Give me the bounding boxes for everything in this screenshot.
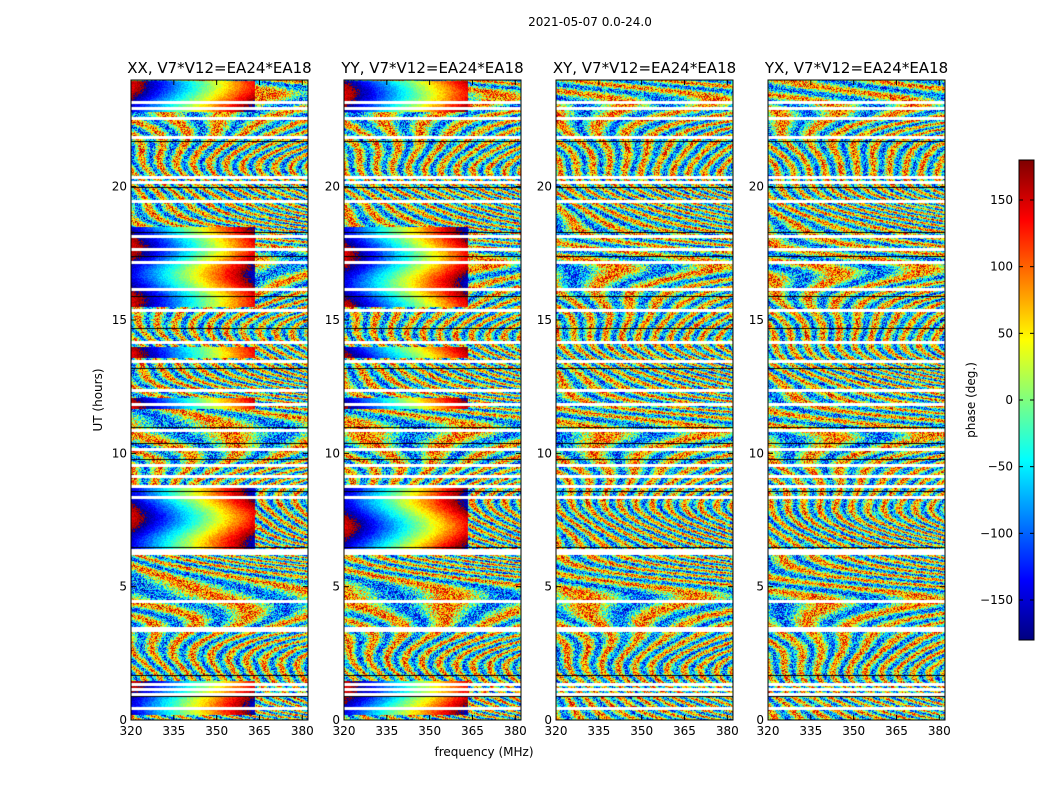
panel-frame — [767, 79, 946, 721]
y-tick-label: 5 — [756, 580, 764, 594]
x-tick-label: 350 — [418, 724, 441, 738]
colorbar-tick-label: −50 — [988, 460, 1013, 474]
x-axis-label: frequency (MHz) — [434, 745, 533, 759]
y-tick-label: 20 — [325, 180, 340, 194]
panel-title: YX, V7*V12=EA24*EA18 — [764, 59, 948, 77]
colorbar: −150 −100 −50 0 50 100 150 — [980, 159, 1035, 641]
x-tick-label: 335 — [162, 724, 185, 738]
x-tick-label: 335 — [375, 724, 398, 738]
x-tick-label: 335 — [587, 724, 610, 738]
x-tick-label: 335 — [799, 724, 822, 738]
suptitle: 2021-05-07 0.0-24.0 — [528, 15, 652, 29]
x-tick-label: 365 — [248, 724, 271, 738]
y-tick-label: 10 — [749, 446, 764, 460]
panel-frame — [555, 79, 734, 721]
colorbar-tick-label: 150 — [990, 193, 1013, 207]
x-tick-label: 350 — [205, 724, 228, 738]
x-tick-label: 380 — [928, 724, 951, 738]
phase-heatmap-xx — [131, 80, 308, 720]
x-tick-label: 350 — [630, 724, 653, 738]
panel-title: XY, V7*V12=EA24*EA18 — [553, 59, 736, 77]
phase-heatmap-yx — [768, 80, 945, 720]
y-axis-label: UT (hours) — [91, 368, 105, 431]
colorbar-tick-label: 100 — [990, 260, 1013, 274]
y-tick-label: 10 — [325, 446, 340, 460]
y-tick-label: 5 — [544, 580, 552, 594]
panel-frame — [343, 79, 522, 721]
colorbar-tick-label: −150 — [980, 593, 1013, 607]
colorbar-tick-label: 0 — [1005, 393, 1013, 407]
x-tick-label: 380 — [291, 724, 314, 738]
y-tick-label: 15 — [325, 313, 340, 327]
panel-frame — [130, 79, 309, 721]
y-tick-label: 15 — [112, 313, 127, 327]
x-tick-label: 320 — [757, 724, 780, 738]
y-tick-label: 0 — [756, 713, 764, 727]
colorbar-label: phase (deg.) — [964, 362, 978, 438]
x-tick-label: 380 — [504, 724, 527, 738]
y-tick-label: 0 — [119, 713, 127, 727]
x-tick-label: 350 — [842, 724, 865, 738]
x-tick-label: 365 — [885, 724, 908, 738]
y-tick-label: 20 — [112, 180, 127, 194]
y-tick-label: 0 — [332, 713, 340, 727]
colorbar-tick-label: −100 — [980, 526, 1013, 540]
y-tick-label: 20 — [749, 180, 764, 194]
panel-xx: XX, V7*V12=EA24*EA18 320 335 350 365 380 0 5 10 1… — [112, 59, 314, 738]
panels-layer: XX, V7*V12=EA24*EA18 320 335 350 365 380 0 5 10 1… — [112, 59, 951, 738]
panel-xy: XY, V7*V12=EA24*EA18 320 335 350 365 380 0 5 10 1… — [537, 59, 739, 738]
y-tick-label: 10 — [537, 446, 552, 460]
x-tick-label: 365 — [673, 724, 696, 738]
panel-yy: YY, V7*V12=EA24*EA18 320 335 350 365 380 0 5 10 1… — [325, 59, 527, 738]
y-tick-label: 10 — [112, 446, 127, 460]
phase-heatmap-xy — [556, 80, 733, 720]
x-tick-label: 320 — [333, 724, 356, 738]
panel-yx: YX, V7*V12=EA24*EA18 320 335 350 365 380 0 5 10 1… — [749, 59, 951, 738]
y-tick-label: 15 — [749, 313, 764, 327]
x-tick-label: 320 — [120, 724, 143, 738]
y-tick-label: 20 — [537, 180, 552, 194]
panel-title: YY, V7*V12=EA24*EA18 — [340, 59, 523, 77]
colorbar-tick-label: 50 — [998, 326, 1013, 340]
panel-title: XX, V7*V12=EA24*EA18 — [127, 59, 311, 77]
phase-heatmap-yy — [344, 80, 521, 720]
x-tick-label: 365 — [461, 724, 484, 738]
x-tick-label: 320 — [545, 724, 568, 738]
y-tick-label: 5 — [332, 580, 340, 594]
y-tick-label: 15 — [537, 313, 552, 327]
y-tick-label: 5 — [119, 580, 127, 594]
y-tick-label: 0 — [544, 713, 552, 727]
x-tick-label: 380 — [716, 724, 739, 738]
